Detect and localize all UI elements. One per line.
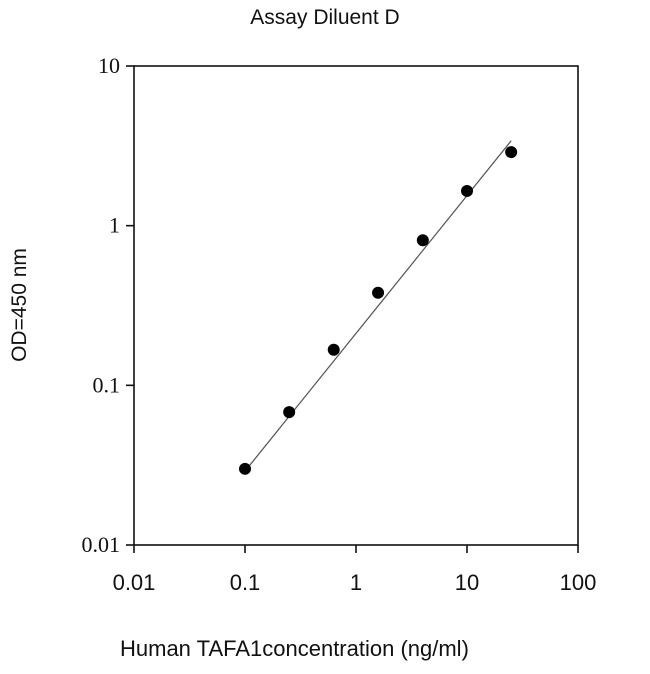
- data-point: [372, 286, 385, 299]
- data-point: [505, 146, 518, 159]
- y-tick-label: 0.01: [82, 532, 121, 557]
- plot-frame: [133, 65, 579, 546]
- data-point: [416, 234, 429, 247]
- x-tick-label: 1: [350, 570, 362, 595]
- chart-title: Assay Diluent D: [250, 6, 400, 29]
- plot-border: [133, 65, 579, 546]
- data-point: [327, 343, 340, 356]
- y-axis-ticks: 0.01 0.1 1 10: [82, 53, 134, 557]
- x-tick-label: 10: [455, 570, 479, 595]
- data-point: [461, 184, 473, 197]
- x-tick-label: 0.01: [113, 570, 156, 595]
- y-tick-label: 1: [109, 213, 120, 238]
- x-tick-label: 100: [560, 570, 597, 595]
- data-point: [239, 462, 251, 475]
- y-axis-label: OD=450 nm: [8, 248, 31, 362]
- y-tick-label: 10: [98, 53, 120, 78]
- x-tick-label: 0.1: [230, 570, 261, 595]
- data-point: [283, 406, 296, 419]
- x-axis-label: Human TAFA1concentration (ng/ml): [120, 636, 469, 661]
- x-axis-ticks: 0.01 0.1 1 10 100: [113, 545, 597, 595]
- y-tick-label: 0.1: [93, 372, 121, 397]
- data-points: [239, 146, 518, 475]
